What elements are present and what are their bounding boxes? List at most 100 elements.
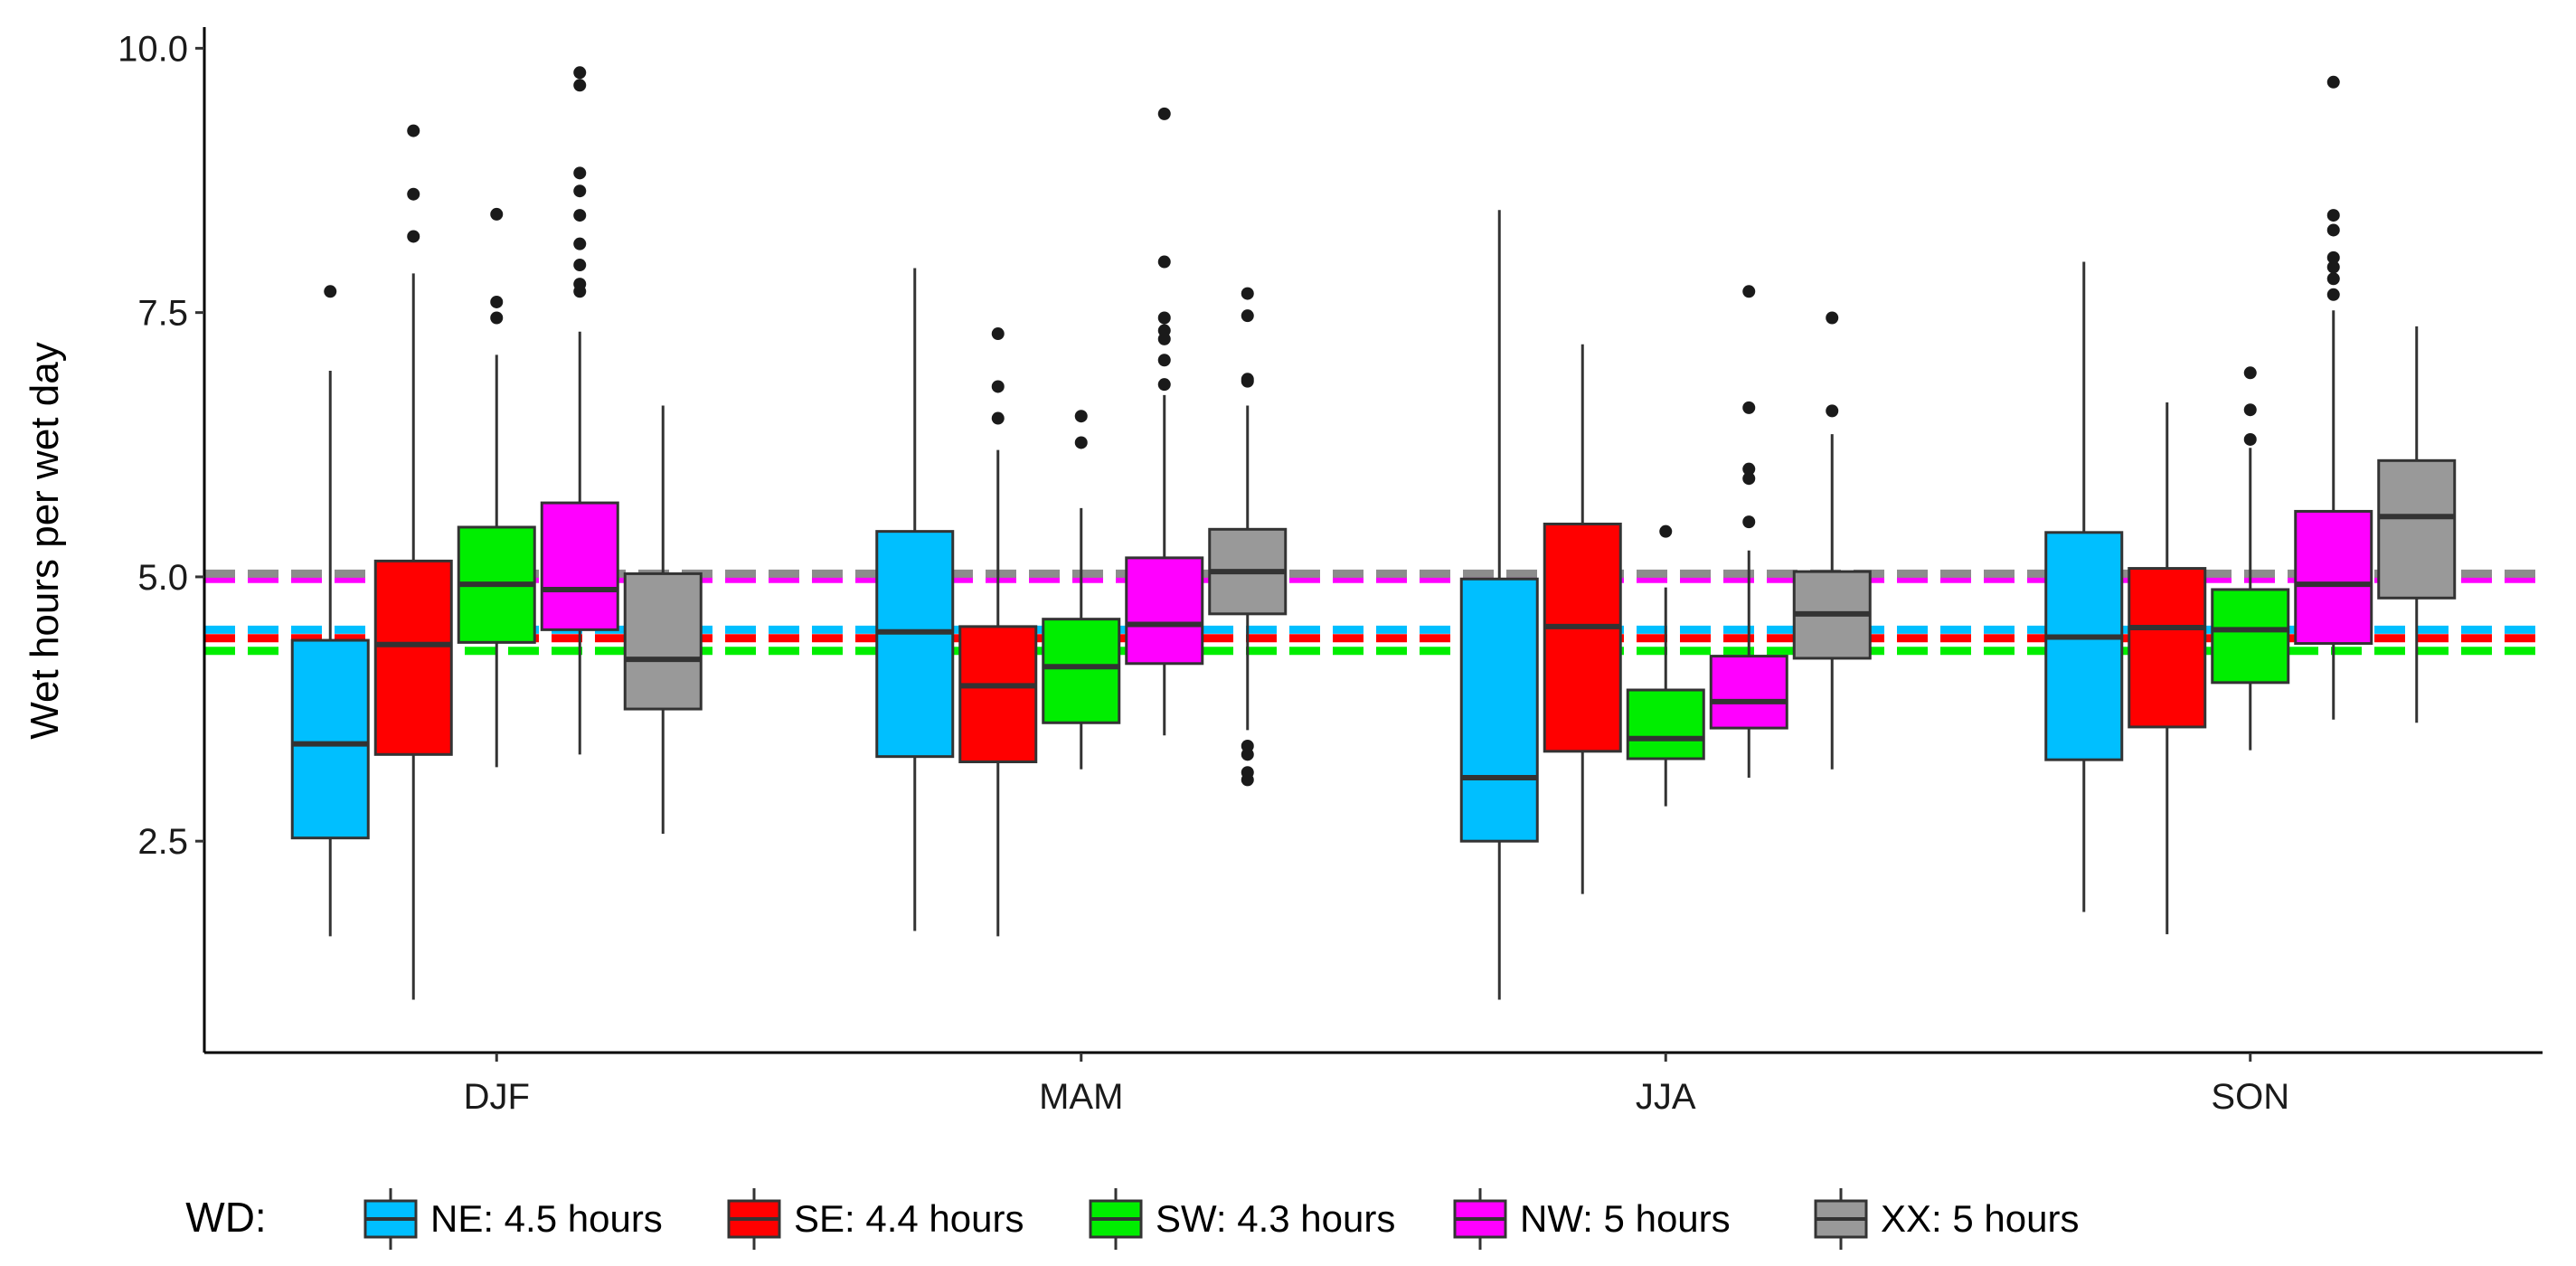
outlier-point bbox=[1157, 378, 1171, 392]
box-nw-son bbox=[2294, 75, 2373, 720]
box-xx-djf bbox=[623, 405, 703, 835]
box-iqr bbox=[2128, 567, 2207, 729]
outlier-point bbox=[1241, 287, 1254, 300]
outlier-point bbox=[2326, 260, 2340, 274]
outlier-point bbox=[1742, 285, 1756, 298]
box-ne-jja bbox=[1459, 210, 1539, 1000]
box-iqr bbox=[1709, 655, 1788, 730]
outlier-point bbox=[1659, 524, 1673, 538]
outlier-point bbox=[407, 187, 420, 201]
y-axis-title: Wet hours per wet day bbox=[23, 342, 67, 739]
box-nw-djf bbox=[540, 66, 619, 755]
outlier-point bbox=[1742, 515, 1756, 529]
boxplot-boxes bbox=[290, 66, 2457, 1000]
outlier-point bbox=[2243, 403, 2257, 417]
box-iqr bbox=[875, 530, 955, 759]
box-iqr bbox=[540, 501, 619, 631]
outlier-point bbox=[1742, 401, 1756, 414]
box-iqr bbox=[1626, 688, 1705, 761]
legend-title: WD: bbox=[185, 1194, 266, 1241]
outlier-point bbox=[573, 184, 587, 198]
outlier-point bbox=[573, 209, 587, 222]
box-sw-djf bbox=[457, 207, 536, 768]
outlier-point bbox=[2326, 223, 2340, 237]
y-tick-label: 10.0 bbox=[118, 29, 188, 69]
outlier-point bbox=[573, 259, 587, 272]
outlier-point bbox=[573, 166, 587, 180]
outlier-point bbox=[991, 380, 1005, 393]
outlier-point bbox=[991, 411, 1005, 425]
box-iqr bbox=[958, 625, 1038, 764]
box-se-djf bbox=[373, 124, 453, 1000]
legend-key-se bbox=[727, 1188, 781, 1250]
y-tick-label: 2.5 bbox=[137, 822, 188, 862]
outlier-point bbox=[1241, 309, 1254, 323]
x-tick-label-mam: MAM bbox=[1039, 1077, 1123, 1117]
box-iqr bbox=[1459, 577, 1539, 843]
outlier-point bbox=[1826, 404, 1839, 418]
outlier-point bbox=[1742, 462, 1756, 476]
outlier-point bbox=[573, 237, 587, 250]
axes: 2.5 5.0 7.5 10.0 DJF MAM JJA SON bbox=[118, 27, 2543, 1117]
outlier-point bbox=[407, 124, 420, 137]
outlier-point bbox=[1742, 472, 1756, 486]
outlier-point bbox=[2326, 288, 2340, 301]
outlier-point bbox=[1157, 255, 1171, 269]
box-iqr bbox=[290, 638, 370, 840]
box-iqr bbox=[2377, 458, 2457, 600]
y-tick-label: 5.0 bbox=[137, 558, 188, 598]
outlier-point bbox=[2243, 366, 2257, 380]
box-iqr bbox=[373, 559, 453, 756]
box-iqr bbox=[1125, 556, 1204, 666]
legend-label-xx: XX: 5 hours bbox=[1881, 1197, 2079, 1240]
legend-key-ne bbox=[363, 1188, 418, 1250]
box-sw-son bbox=[2211, 366, 2290, 751]
box-ne-djf bbox=[290, 285, 370, 937]
outlier-point bbox=[573, 66, 587, 80]
outlier-point bbox=[2326, 250, 2340, 264]
box-iqr bbox=[2211, 588, 2290, 685]
box-iqr bbox=[1543, 522, 1622, 753]
box-iqr bbox=[623, 572, 703, 711]
box-se-son bbox=[2128, 402, 2207, 935]
outlier-point bbox=[1157, 311, 1171, 325]
box-ne-mam bbox=[875, 268, 955, 931]
box-xx-son bbox=[2377, 326, 2457, 723]
outlier-point bbox=[573, 79, 587, 92]
box-nw-jja bbox=[1709, 285, 1788, 779]
box-xx-mam bbox=[1208, 287, 1288, 787]
box-iqr bbox=[2044, 531, 2124, 761]
outlier-point bbox=[2243, 432, 2257, 446]
outlier-point bbox=[490, 311, 504, 325]
legend-key-sw bbox=[1089, 1188, 1143, 1250]
box-iqr bbox=[2294, 509, 2373, 646]
legend-label-ne: NE: 4.5 hours bbox=[430, 1197, 663, 1240]
legend-label-nw: NW: 5 hours bbox=[1520, 1197, 1731, 1240]
outlier-point bbox=[2326, 209, 2340, 222]
x-tick-label-son: SON bbox=[2211, 1077, 2289, 1117]
y-tick-label: 7.5 bbox=[137, 294, 188, 334]
outlier-point bbox=[2326, 75, 2340, 89]
box-sw-mam bbox=[1042, 410, 1121, 770]
box-iqr bbox=[1042, 618, 1121, 724]
outlier-point bbox=[1241, 766, 1254, 779]
box-se-jja bbox=[1543, 344, 1622, 894]
box-se-mam bbox=[958, 327, 1038, 937]
x-tick-label-djf: DJF bbox=[464, 1077, 530, 1117]
outlier-point bbox=[1241, 739, 1254, 752]
outlier-point bbox=[2326, 272, 2340, 286]
outlier-point bbox=[991, 327, 1005, 341]
outlier-point bbox=[1826, 311, 1839, 325]
outlier-point bbox=[407, 230, 420, 243]
outlier-point bbox=[324, 285, 337, 298]
outlier-point bbox=[1157, 354, 1171, 367]
outlier-point bbox=[1241, 373, 1254, 386]
box-nw-mam bbox=[1125, 107, 1204, 736]
legend: WD: NE: 4.5 hours SE: 4.4 hours SW: 4.3 hou… bbox=[185, 1188, 2079, 1250]
box-ne-son bbox=[2044, 261, 2124, 912]
outlier-point bbox=[1074, 436, 1088, 449]
outlier-point bbox=[1074, 410, 1088, 423]
legend-label-se: SE: 4.4 hours bbox=[794, 1197, 1024, 1240]
x-tick-label-jja: JJA bbox=[1636, 1077, 1696, 1117]
